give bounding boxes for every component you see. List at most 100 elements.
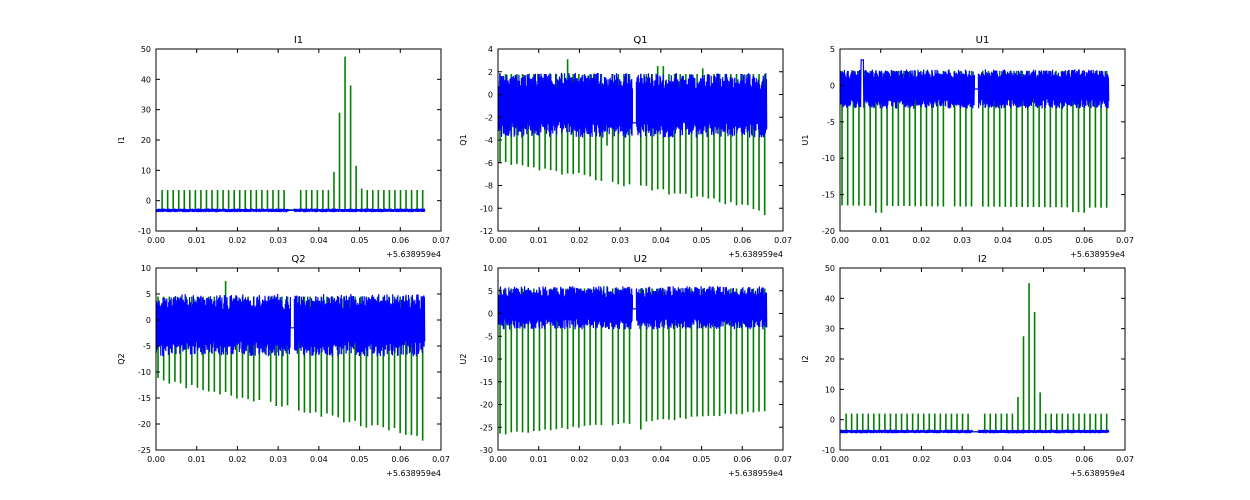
x-tick-label: 0.01 [872, 455, 890, 464]
x-offset-label: +5.638959e4 [728, 250, 783, 259]
x-tick-label: 0.01 [872, 236, 890, 245]
x-tick-label: 0.06 [1075, 236, 1093, 245]
y-axis-label: I2 [801, 355, 810, 362]
x-tick-label: 0.07 [1116, 455, 1134, 464]
x-tick-label: 0.00 [147, 236, 165, 245]
plot-area [840, 283, 1110, 434]
y-tick-label: -15 [822, 191, 835, 200]
axes-frame [155, 267, 442, 451]
subplot-title: I1 [294, 35, 303, 46]
x-tick-label: 0.03 [953, 455, 971, 464]
series-blue-line [840, 59, 1110, 109]
x-tick-label: 0.06 [1075, 455, 1093, 464]
y-tick-label: 0 [146, 197, 151, 206]
x-tick-label: 0.06 [733, 455, 751, 464]
x-tick-label: 0.04 [994, 455, 1012, 464]
x-tick-label: 0.01 [530, 236, 548, 245]
x-offset-label: +5.638959e4 [728, 469, 783, 478]
x-tick-label: 0.07 [432, 236, 450, 245]
y-tick-label: 50 [141, 45, 151, 54]
y-tick-label: -30 [480, 446, 493, 455]
plot-area [498, 59, 768, 216]
y-tick-label: -10 [480, 204, 493, 213]
series-blue-line [156, 293, 426, 357]
y-tick-label: 0 [488, 310, 493, 319]
plot-area [840, 59, 1110, 213]
y-tick-label: -15 [480, 378, 493, 387]
x-tick-label: 0.05 [693, 236, 711, 245]
y-tick-label: -20 [480, 401, 493, 410]
series-blue-line [156, 208, 426, 213]
x-tick-label: 0.02 [229, 455, 247, 464]
x-tick-label: 0.06 [391, 236, 409, 245]
x-tick-label: 0.03 [269, 455, 287, 464]
x-tick-label: 0.05 [693, 455, 711, 464]
y-tick-label: 2 [488, 68, 493, 77]
x-tick-label: 0.07 [774, 455, 792, 464]
x-tick-label: 0.05 [351, 236, 369, 245]
x-tick-label: 0.07 [774, 236, 792, 245]
y-tick-label: 0 [146, 316, 151, 325]
y-tick-label: -8 [485, 182, 493, 191]
subplot-q1: 0.00 0.01 0.02 0.03 0.04 0.05 0.06 0.07 -12 -10 -8… [459, 35, 792, 259]
x-tick-label: 0.04 [652, 236, 670, 245]
y-tick-label: -15 [138, 394, 151, 403]
subplot-title: U1 [976, 35, 990, 46]
y-tick-label: -2 [485, 113, 493, 122]
x-offset-label: +5.638959e4 [1070, 469, 1125, 478]
y-tick-label: -20 [822, 227, 835, 236]
y-axis-label: I1 [117, 136, 126, 143]
y-axis-label: Q2 [117, 353, 126, 364]
x-tick-label: 0.05 [351, 455, 369, 464]
x-tick-label: 0.02 [229, 236, 247, 245]
x-offset-label: +5.638959e4 [386, 469, 441, 478]
x-tick-label: 0.01 [188, 455, 206, 464]
plot-area [498, 286, 768, 435]
y-tick-label: 20 [825, 355, 835, 364]
x-tick-label: 0.00 [831, 236, 849, 245]
y-tick-label: 30 [141, 106, 151, 115]
y-tick-label: -5 [827, 118, 835, 127]
y-tick-label: -4 [485, 136, 493, 145]
y-tick-label: 10 [483, 264, 493, 273]
x-offset-label: +5.638959e4 [386, 250, 441, 259]
y-tick-label: 5 [488, 287, 493, 296]
y-tick-label: -12 [480, 227, 493, 236]
x-tick-label: 0.03 [611, 455, 629, 464]
y-tick-label: 10 [141, 264, 151, 273]
x-tick-label: 0.02 [913, 236, 931, 245]
x-tick-label: 0.02 [571, 455, 589, 464]
y-axis-label: Q1 [459, 134, 468, 145]
x-tick-label: 0.00 [489, 455, 507, 464]
subplot-title: Q1 [633, 35, 647, 46]
x-tick-label: 0.02 [913, 455, 931, 464]
y-tick-label: -5 [143, 342, 151, 351]
y-tick-label: 40 [825, 294, 835, 303]
series-blue-line [840, 429, 1110, 434]
subplot-u2: 0.00 0.01 0.02 0.03 0.04 0.05 0.06 0.07 -30 -25 -2… [459, 254, 792, 478]
y-tick-label: 0 [830, 81, 835, 90]
subplot-u1: 0.00 0.01 0.02 0.03 0.04 0.05 0.06 0.07 -20 -15 -1… [801, 35, 1134, 259]
plot-area [156, 56, 426, 213]
x-tick-label: 0.00 [489, 236, 507, 245]
y-axis-label: U1 [801, 135, 810, 146]
subplot-title: Q2 [291, 254, 305, 265]
x-tick-label: 0.07 [432, 455, 450, 464]
series-blue-line [498, 72, 768, 138]
x-tick-label: 0.05 [1035, 236, 1053, 245]
y-tick-label: 10 [825, 385, 835, 394]
y-tick-label: 40 [141, 75, 151, 84]
y-tick-label: -25 [138, 446, 151, 455]
y-tick-label: -10 [822, 154, 835, 163]
subplot-i1: 0.00 0.01 0.02 0.03 0.04 0.05 0.06 0.07 -10 0 10 20… [117, 35, 450, 259]
y-tick-label: 5 [146, 290, 151, 299]
x-tick-label: 0.04 [310, 236, 328, 245]
y-tick-label: -10 [822, 446, 835, 455]
y-tick-label: 20 [141, 136, 151, 145]
x-tick-label: 0.04 [652, 455, 670, 464]
x-tick-label: 0.01 [188, 236, 206, 245]
axes-frame [155, 48, 442, 232]
subplot-title: U2 [634, 254, 648, 265]
subplot-q2: 0.00 0.01 0.02 0.03 0.04 0.05 0.06 0.07 -25 -20 -1… [117, 254, 450, 478]
x-tick-label: 0.02 [571, 236, 589, 245]
